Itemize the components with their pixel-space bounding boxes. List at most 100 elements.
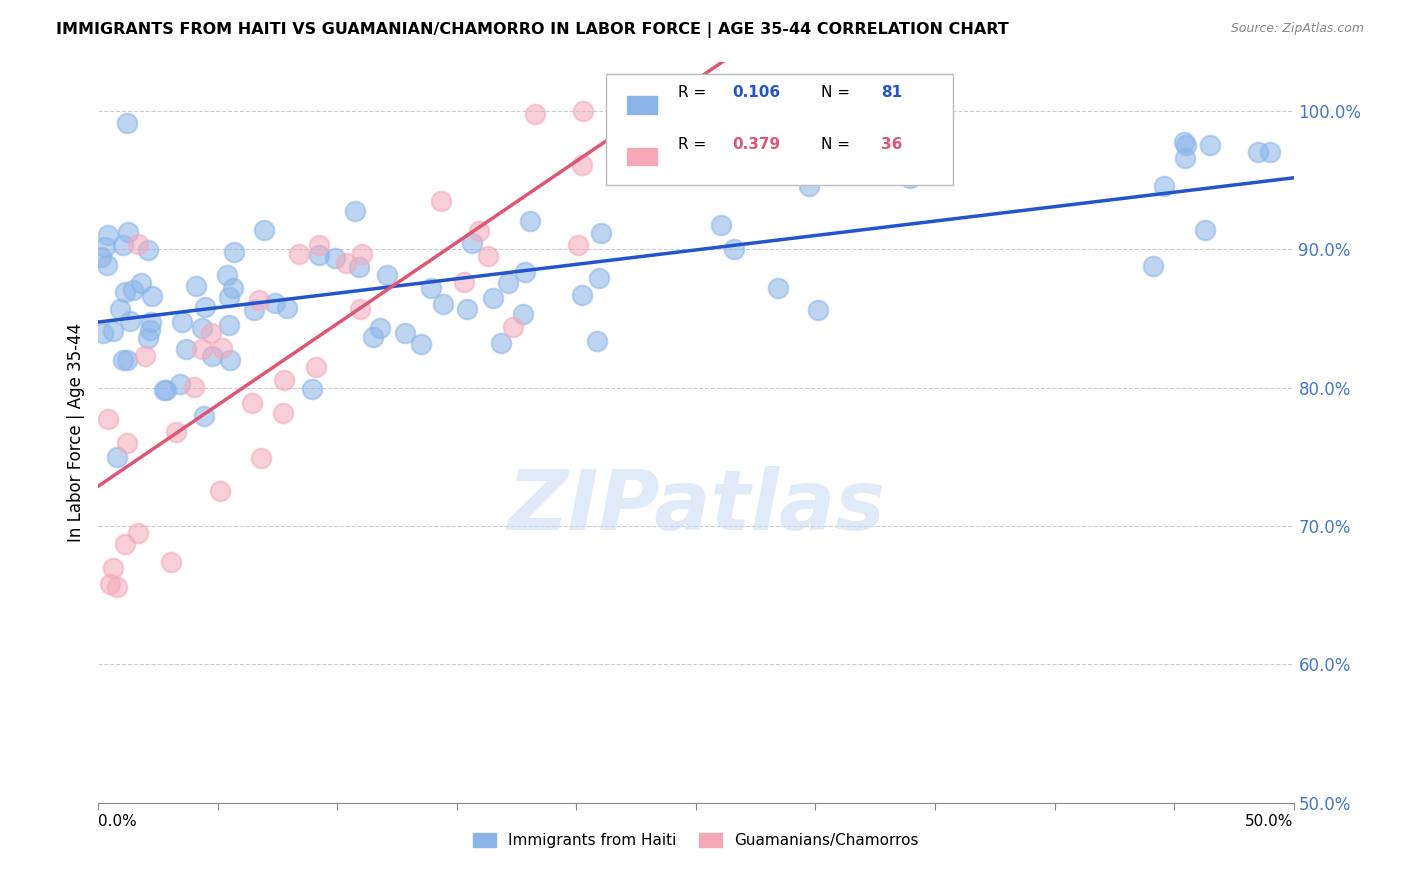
Point — [461, 236, 484, 251]
Point — [276, 301, 298, 316]
Point — [567, 237, 589, 252]
Point — [456, 302, 478, 317]
Point — [247, 293, 270, 307]
Point — [477, 249, 499, 263]
Point — [411, 337, 433, 351]
Point — [325, 251, 347, 265]
Point — [1174, 151, 1197, 165]
Text: 36: 36 — [882, 137, 903, 153]
Point — [186, 278, 208, 293]
Point — [190, 342, 212, 356]
Point — [183, 380, 205, 394]
Point — [368, 321, 391, 335]
Point — [271, 405, 294, 419]
Point — [308, 237, 330, 252]
Point — [349, 301, 371, 316]
Point — [134, 349, 156, 363]
Point — [489, 335, 512, 350]
Point — [141, 289, 163, 303]
Point — [799, 178, 821, 193]
Point — [301, 382, 323, 396]
Point — [288, 246, 311, 260]
Point — [153, 383, 176, 397]
Y-axis label: In Labor Force | Age 35-44: In Labor Force | Age 35-44 — [66, 323, 84, 542]
Point — [165, 425, 187, 440]
Point — [115, 116, 138, 130]
Point — [513, 265, 536, 279]
Point — [108, 301, 131, 316]
Point — [117, 353, 139, 368]
Text: 0.0%: 0.0% — [98, 814, 138, 829]
Point — [571, 288, 593, 302]
Text: 0.106: 0.106 — [733, 86, 780, 100]
Point — [211, 341, 233, 355]
Point — [807, 303, 830, 318]
Point — [264, 296, 287, 310]
Point — [114, 537, 136, 551]
Point — [361, 330, 384, 344]
Point — [224, 245, 246, 260]
Point — [208, 483, 231, 498]
Point — [217, 268, 239, 282]
Point — [136, 331, 159, 345]
Point — [496, 277, 519, 291]
Point — [218, 290, 240, 304]
Point — [468, 224, 491, 238]
Legend: Immigrants from Haiti, Guamanians/Chamorros: Immigrants from Haiti, Guamanians/Chamor… — [467, 827, 925, 855]
Point — [430, 194, 453, 209]
Point — [1258, 145, 1281, 160]
Point — [200, 326, 222, 341]
Point — [94, 240, 117, 254]
Text: 81: 81 — [882, 86, 903, 100]
Point — [1247, 145, 1270, 160]
Point — [523, 107, 546, 121]
Point — [193, 409, 215, 424]
Point — [98, 577, 121, 591]
Point — [218, 318, 240, 333]
Point — [343, 203, 366, 218]
Point — [305, 360, 328, 375]
Point — [710, 219, 733, 233]
Point — [347, 260, 370, 274]
Point — [105, 580, 128, 594]
Point — [1142, 259, 1164, 273]
Point — [243, 302, 266, 317]
Text: IMMIGRANTS FROM HAITI VS GUAMANIAN/CHAMORRO IN LABOR FORCE | AGE 35-44 CORRELATI: IMMIGRANTS FROM HAITI VS GUAMANIAN/CHAMO… — [56, 22, 1010, 38]
Point — [1153, 179, 1175, 194]
Point — [115, 436, 138, 450]
Point — [375, 268, 398, 282]
Point — [174, 342, 197, 356]
Point — [139, 315, 162, 329]
Point — [420, 281, 443, 295]
Point — [93, 326, 115, 340]
Text: Source: ZipAtlas.com: Source: ZipAtlas.com — [1230, 22, 1364, 36]
Point — [502, 320, 524, 334]
Point — [201, 349, 224, 363]
Point — [589, 226, 612, 240]
Point — [221, 281, 243, 295]
Point — [572, 103, 595, 118]
Text: R =: R = — [678, 86, 711, 100]
Point — [394, 326, 416, 341]
Point — [1194, 223, 1216, 237]
Point — [250, 450, 273, 465]
Point — [114, 285, 136, 300]
Point — [105, 450, 128, 465]
Point — [101, 324, 124, 338]
Text: ZIPatlas: ZIPatlas — [508, 467, 884, 547]
Point — [432, 296, 454, 310]
Point — [194, 301, 217, 315]
Point — [482, 292, 505, 306]
Point — [588, 270, 610, 285]
Point — [352, 247, 374, 261]
Point — [90, 251, 112, 265]
Point — [219, 352, 242, 367]
Point — [253, 222, 276, 236]
Point — [335, 255, 357, 269]
Point — [519, 213, 541, 227]
Point — [136, 244, 159, 258]
Text: 0.379: 0.379 — [733, 137, 780, 153]
Text: N =: N = — [821, 137, 855, 153]
Point — [121, 284, 143, 298]
Point — [120, 314, 142, 328]
